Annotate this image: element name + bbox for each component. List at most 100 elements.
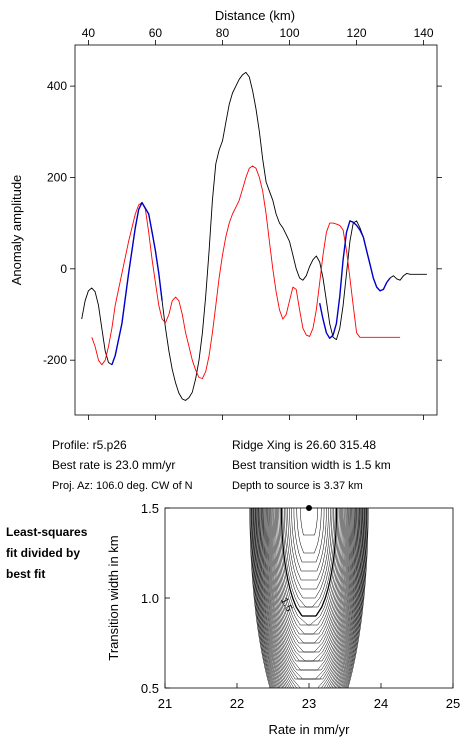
contour-line: [274, 507, 304, 644]
contour-line: [330, 507, 359, 689]
anomaly-plot-frame: [74, 44, 438, 416]
amplitude-tick-label: -200: [43, 353, 67, 367]
contour-line: [259, 507, 288, 689]
contour-line: [296, 507, 304, 554]
contour-line: [314, 507, 318, 536]
contour-line: [315, 507, 338, 617]
best-rate-label: Best rate is 23.0 mm/yr: [52, 458, 176, 472]
contour-line: [346, 507, 368, 689]
contour-line: [334, 507, 361, 689]
width-tick-label: 1.0: [141, 591, 159, 606]
contour-line: [321, 507, 350, 662]
contour-line: [253, 508, 277, 689]
contour-line: [252, 507, 275, 689]
contour-line: [284, 507, 306, 608]
contour-line: [263, 507, 301, 689]
contour-line: [318, 508, 345, 644]
distance-tick-label: 100: [280, 26, 300, 40]
rate-axis-ticks: 21 22 23 24 25: [158, 683, 460, 711]
width-tick-label: 1.5: [141, 501, 159, 516]
contour-line: [341, 508, 365, 689]
contour-line: [315, 507, 325, 563]
contour-line: [268, 507, 297, 662]
contour-line: [318, 507, 342, 635]
contour-line: [257, 507, 284, 689]
distance-axis-ticks: 40 60 80 100 120 140: [82, 26, 434, 420]
contour-line: [289, 507, 302, 581]
contour-line: [319, 507, 353, 680]
rate-tick-label: 21: [158, 696, 172, 711]
contour-line: [256, 507, 282, 689]
contour-line: [328, 508, 358, 689]
contour-line: [282, 507, 300, 608]
contour-line: [318, 507, 336, 608]
contour-legend-note: Least-squares fit divided by best fit: [6, 522, 87, 585]
distance-tick-label: 60: [149, 26, 163, 40]
amplitude-tick-label: 200: [47, 170, 67, 184]
note-line: Least-squares: [6, 525, 88, 539]
contour-line: [318, 508, 349, 662]
distance-tick-label: 140: [414, 26, 434, 40]
contour-line: [278, 508, 301, 626]
rate-tick-label: 23: [302, 696, 316, 711]
contour-line: [312, 507, 348, 662]
contour-line: [254, 508, 280, 689]
contour-line: [254, 508, 278, 689]
contour-line: [300, 507, 304, 536]
contour-line: [333, 508, 361, 689]
contour-line: [285, 507, 304, 599]
contour-line: [261, 508, 295, 689]
contour-line: [316, 507, 331, 590]
contour-line: [337, 508, 363, 689]
ridge-crossing-label: Ridge Xing is 26.60 315.48: [232, 438, 377, 452]
contour-line: [321, 507, 356, 689]
contour-line: [316, 507, 327, 572]
contour-line: [344, 507, 367, 689]
anomaly-line-3: [319, 220, 391, 339]
misfit-contour-chart: 21 22 23 24 25 0.5 1.0 1.5 1.5 Rate in mm/yr T…: [106, 501, 460, 737]
contour-line: [314, 507, 346, 653]
width-axis-ticks: 0.5 1.0 1.5: [141, 501, 170, 696]
contour-line: [326, 508, 358, 689]
contour-line: [272, 507, 304, 653]
anomaly-line-1: [91, 165, 401, 379]
distance-tick-label: 120: [347, 26, 367, 40]
contour-line: [271, 508, 300, 653]
contour-line: [270, 507, 306, 662]
contour-line: [250, 507, 272, 689]
contour-line: [264, 508, 296, 680]
contour-line: [323, 508, 357, 689]
contour-line: [277, 507, 305, 635]
contour-line: [338, 508, 364, 689]
contour-line: [255, 508, 281, 689]
rate-axis-title: Rate in mm/yr: [269, 722, 351, 737]
contour-line: [257, 508, 285, 689]
best-fit-marker: [306, 505, 312, 511]
amplitude-tick-label: 400: [47, 79, 67, 93]
contour-line: [322, 508, 354, 680]
contour-line: [258, 507, 287, 689]
contour-line: [345, 508, 368, 689]
rate-tick-label: 24: [374, 696, 388, 711]
contour-line: [340, 508, 364, 689]
width-axis-title: Transition width in km: [106, 535, 121, 660]
contour-line: [260, 508, 290, 689]
anomaly-line-2: [111, 201, 163, 366]
source-depth-label: Depth to source is 3.37 km: [232, 480, 363, 492]
contour-line: [262, 507, 297, 689]
contour-line: [279, 507, 309, 626]
contour-line: [336, 507, 362, 689]
contour-line: [342, 508, 366, 689]
contour-line: [314, 507, 322, 554]
contour-line: [314, 507, 333, 599]
contour-line: [265, 507, 303, 680]
amplitude-axis-ticks: -200 0 200 400: [43, 79, 442, 367]
contour-line: [313, 507, 341, 635]
misfit-contours: [249, 507, 369, 689]
contour-line: [251, 507, 274, 689]
contour-line: [291, 507, 302, 572]
contour-line: [250, 508, 273, 689]
contour-line: [249, 508, 271, 689]
rate-tick-label: 22: [230, 696, 244, 711]
